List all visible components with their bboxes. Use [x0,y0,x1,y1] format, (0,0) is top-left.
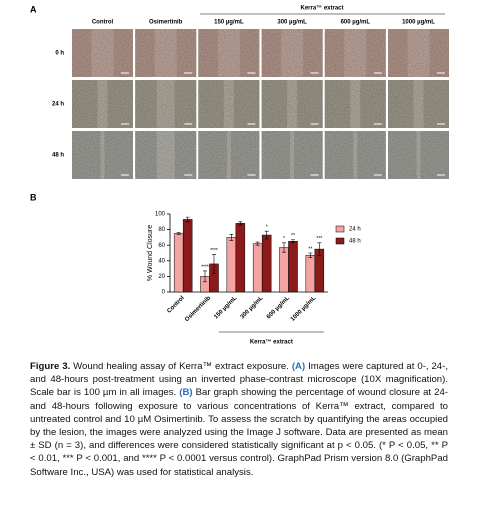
column-label: 150 µg/mL [214,20,244,26]
y-axis-title: % Wound Closure [147,225,154,281]
legend-label: 48 h [349,239,361,245]
error-bar [264,230,269,240]
texture [135,29,197,77]
texture [324,29,386,77]
error-bar [212,254,216,274]
texture [72,80,133,128]
error-bar [308,252,313,258]
column-label: 300 µg/mL [277,20,307,26]
caption-label: Figure 3. [30,361,71,372]
column-label: Control [92,20,114,26]
bar [305,255,316,293]
panel-letter: A [30,4,37,14]
error-bar [282,242,286,253]
texture [135,80,197,128]
panel-ref: (B) [179,387,193,399]
texture [388,80,449,128]
significance: * [266,224,268,230]
y-tick-label: 100 [155,212,166,218]
y-tick-label: 60 [158,243,165,249]
texture [261,131,323,179]
texture [135,131,197,179]
significance: ** [291,233,295,239]
bar [173,233,184,293]
error-bar [185,216,190,223]
texture [198,131,260,179]
texture [198,80,260,128]
legend-label: 24 h [349,227,361,233]
significance: *** [316,236,322,242]
texture [324,80,386,128]
texture [72,29,133,77]
row-label: 48 h [52,153,64,159]
caption: Figure 3. Wound healing assay of Kerra™ … [30,360,448,479]
x-tick-label: Osimertinib [184,295,212,323]
texture [72,131,133,179]
error-bar [229,233,234,241]
bar-chart: 0 20 40 60 80 100 % Wound Closure ControlOsimer… [147,212,361,346]
legend-swatch [335,237,345,245]
error-bar [317,242,322,256]
caption-text: Bar graph showing the percentage of woun… [30,387,448,478]
panel-letter: B [30,192,37,202]
texture [388,29,449,77]
error-bar [255,241,260,246]
bar [226,237,237,293]
bar [279,247,289,293]
significance: ** [308,246,312,252]
panel-ref: (A) [291,361,306,372]
caption-text: Wound healing assay of Kerra™ extract ex… [70,361,292,372]
error-bar [176,232,181,235]
column-label: Osimertinib [149,20,183,26]
significance: **** [201,264,209,270]
x-tick-label: 300 µg/mL [240,295,265,320]
figure: A Kerra™ extract B 0 20 40 60 80 100 % Wound C… [30,4,449,346]
legend-swatch [335,225,345,233]
significance: **** [210,248,218,254]
y-tick-label: 80 [158,227,165,233]
texture [198,29,260,77]
column-label: 600 µg/mL [341,20,371,26]
bar [182,219,193,293]
x-tick-label: Control [166,295,186,315]
bar [235,223,246,293]
texture [261,80,323,128]
x-tick-label: 150 µg/mL [213,295,238,320]
error-bar [291,239,295,244]
texture [261,29,323,77]
error-bar [238,221,243,226]
y-tick-label: 0 [162,290,166,296]
column-label: 1000 µg/mL [402,20,435,26]
x-tick-label: 1000 µg/mL [290,295,318,323]
bar [252,243,263,293]
x-tick-label: 600 µg/mL [266,295,291,320]
significance: * [283,236,285,242]
error-bar [203,270,207,283]
texture [324,131,386,179]
row-label: 0 h [55,51,64,57]
texture [388,131,449,179]
y-tick-label: 40 [158,258,165,264]
y-tick-label: 20 [158,274,165,280]
caption-text: Images were captured at 0-, 24-, and 48-… [30,361,449,399]
row-label: 24 h [52,102,64,108]
bar [261,234,272,293]
bar [288,241,298,293]
group-label: Kerra™ extract [250,339,293,346]
group-label: Kerra™ extract [300,5,343,12]
